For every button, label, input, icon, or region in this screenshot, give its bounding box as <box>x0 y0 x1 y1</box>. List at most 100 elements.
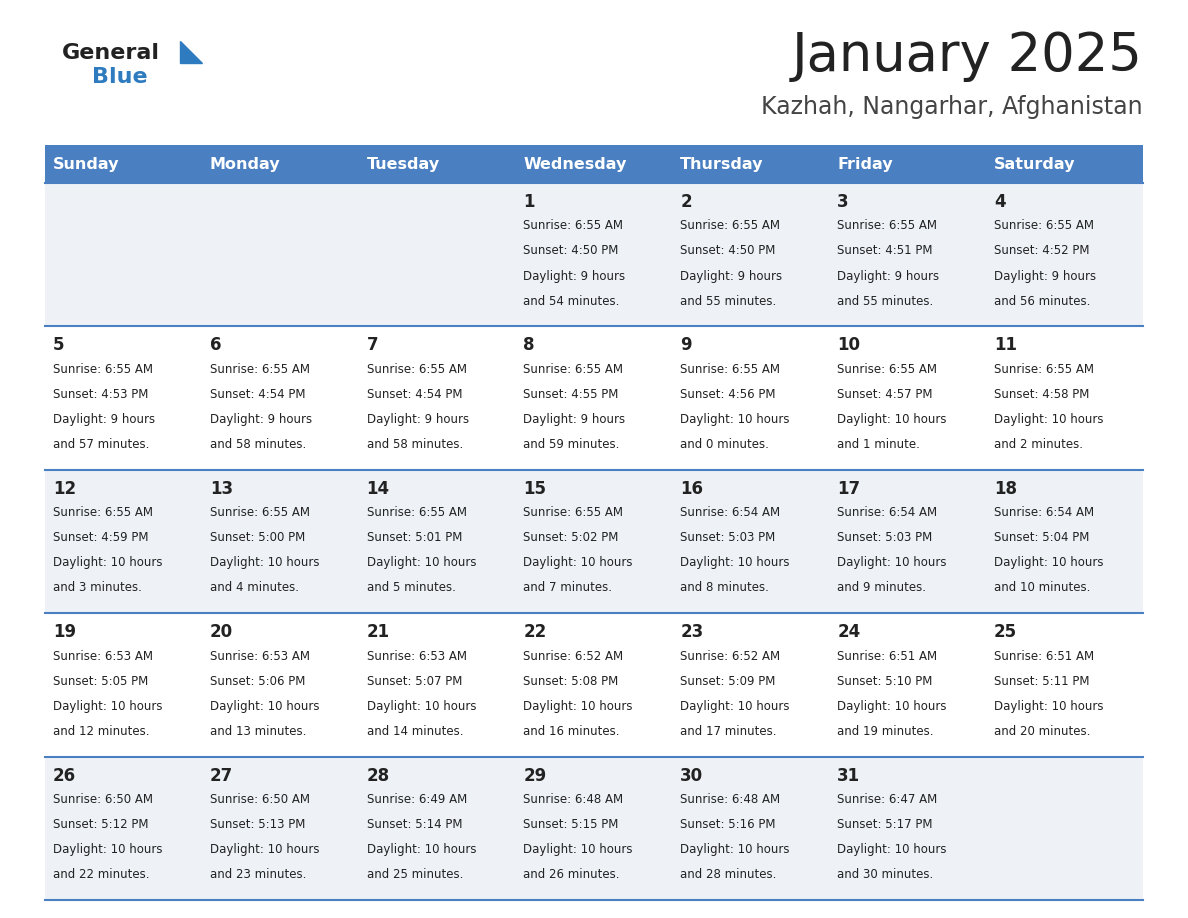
Text: and 12 minutes.: and 12 minutes. <box>52 725 150 738</box>
Text: Sunset: 4:54 PM: Sunset: 4:54 PM <box>367 388 462 401</box>
Text: and 1 minute.: and 1 minute. <box>838 438 920 451</box>
Text: Daylight: 10 hours: Daylight: 10 hours <box>838 413 947 426</box>
Bar <box>829 145 986 183</box>
Text: January 2025: January 2025 <box>792 30 1143 82</box>
Text: Sunset: 5:17 PM: Sunset: 5:17 PM <box>838 818 933 831</box>
Text: and 23 minutes.: and 23 minutes. <box>210 868 307 881</box>
Text: Sunset: 5:09 PM: Sunset: 5:09 PM <box>681 675 776 688</box>
Text: and 5 minutes.: and 5 minutes. <box>367 581 455 595</box>
Bar <box>672 145 829 183</box>
Text: 24: 24 <box>838 623 860 642</box>
Text: and 7 minutes.: and 7 minutes. <box>524 581 613 595</box>
Text: and 4 minutes.: and 4 minutes. <box>210 581 298 595</box>
Text: 30: 30 <box>681 767 703 785</box>
Text: Sunrise: 6:55 AM: Sunrise: 6:55 AM <box>838 363 937 375</box>
Text: Sunset: 5:15 PM: Sunset: 5:15 PM <box>524 818 619 831</box>
Text: Daylight: 10 hours: Daylight: 10 hours <box>524 700 633 712</box>
Text: and 30 minutes.: and 30 minutes. <box>838 868 934 881</box>
Text: and 17 minutes.: and 17 minutes. <box>681 725 777 738</box>
Text: Sunrise: 6:53 AM: Sunrise: 6:53 AM <box>52 650 153 663</box>
Text: Daylight: 10 hours: Daylight: 10 hours <box>681 413 790 426</box>
Text: Sunset: 4:53 PM: Sunset: 4:53 PM <box>52 388 148 401</box>
Text: Daylight: 10 hours: Daylight: 10 hours <box>367 700 476 712</box>
Text: and 22 minutes.: and 22 minutes. <box>52 868 150 881</box>
Text: Sunrise: 6:55 AM: Sunrise: 6:55 AM <box>210 506 310 520</box>
Text: Sunset: 4:56 PM: Sunset: 4:56 PM <box>681 388 776 401</box>
Text: and 55 minutes.: and 55 minutes. <box>681 295 777 308</box>
Text: Sunset: 5:07 PM: Sunset: 5:07 PM <box>367 675 462 688</box>
Text: Sunset: 5:08 PM: Sunset: 5:08 PM <box>524 675 619 688</box>
Bar <box>516 145 672 183</box>
Text: Daylight: 10 hours: Daylight: 10 hours <box>52 700 163 712</box>
Text: 13: 13 <box>210 480 233 498</box>
Text: and 2 minutes.: and 2 minutes. <box>994 438 1083 451</box>
Text: Sunset: 5:03 PM: Sunset: 5:03 PM <box>838 532 933 544</box>
Text: Sunrise: 6:52 AM: Sunrise: 6:52 AM <box>681 650 781 663</box>
Text: and 54 minutes.: and 54 minutes. <box>524 295 620 308</box>
Bar <box>45 613 1143 756</box>
Text: Daylight: 10 hours: Daylight: 10 hours <box>994 556 1104 569</box>
Text: 26: 26 <box>52 767 76 785</box>
Text: Daylight: 9 hours: Daylight: 9 hours <box>367 413 469 426</box>
Text: Sunset: 5:03 PM: Sunset: 5:03 PM <box>681 532 776 544</box>
Text: Sunset: 5:04 PM: Sunset: 5:04 PM <box>994 532 1089 544</box>
Text: 11: 11 <box>994 336 1017 354</box>
Text: 22: 22 <box>524 623 546 642</box>
Text: Sunset: 4:59 PM: Sunset: 4:59 PM <box>52 532 148 544</box>
Text: Sunrise: 6:49 AM: Sunrise: 6:49 AM <box>367 793 467 806</box>
Text: 21: 21 <box>367 623 390 642</box>
Text: Wednesday: Wednesday <box>524 156 627 172</box>
Text: Daylight: 9 hours: Daylight: 9 hours <box>681 270 783 283</box>
Text: and 25 minutes.: and 25 minutes. <box>367 868 463 881</box>
Text: Sunrise: 6:55 AM: Sunrise: 6:55 AM <box>367 363 467 375</box>
Text: Sunrise: 6:50 AM: Sunrise: 6:50 AM <box>210 793 310 806</box>
Text: Sunrise: 6:55 AM: Sunrise: 6:55 AM <box>994 219 1094 232</box>
Text: 16: 16 <box>681 480 703 498</box>
Bar <box>45 145 202 183</box>
Text: and 26 minutes.: and 26 minutes. <box>524 868 620 881</box>
Text: Sunset: 4:54 PM: Sunset: 4:54 PM <box>210 388 305 401</box>
Text: Sunset: 4:50 PM: Sunset: 4:50 PM <box>524 244 619 257</box>
Text: Daylight: 10 hours: Daylight: 10 hours <box>52 843 163 856</box>
Text: and 14 minutes.: and 14 minutes. <box>367 725 463 738</box>
Text: Sunset: 5:14 PM: Sunset: 5:14 PM <box>367 818 462 831</box>
Text: Sunrise: 6:48 AM: Sunrise: 6:48 AM <box>524 793 624 806</box>
Text: 20: 20 <box>210 623 233 642</box>
Text: 3: 3 <box>838 193 848 211</box>
Text: and 13 minutes.: and 13 minutes. <box>210 725 307 738</box>
Text: Sunset: 5:02 PM: Sunset: 5:02 PM <box>524 532 619 544</box>
Text: 23: 23 <box>681 623 703 642</box>
Text: Sunrise: 6:53 AM: Sunrise: 6:53 AM <box>367 650 467 663</box>
Bar <box>45 183 1143 327</box>
Text: Daylight: 10 hours: Daylight: 10 hours <box>524 843 633 856</box>
Text: 7: 7 <box>367 336 378 354</box>
Text: Sunset: 5:12 PM: Sunset: 5:12 PM <box>52 818 148 831</box>
Text: 14: 14 <box>367 480 390 498</box>
Text: 19: 19 <box>52 623 76 642</box>
Text: Sunrise: 6:50 AM: Sunrise: 6:50 AM <box>52 793 153 806</box>
Text: Daylight: 9 hours: Daylight: 9 hours <box>994 270 1097 283</box>
Text: Daylight: 10 hours: Daylight: 10 hours <box>838 556 947 569</box>
Bar <box>202 145 359 183</box>
Text: 31: 31 <box>838 767 860 785</box>
Text: 2: 2 <box>681 193 691 211</box>
Text: 12: 12 <box>52 480 76 498</box>
Text: Daylight: 10 hours: Daylight: 10 hours <box>210 700 320 712</box>
Text: Sunset: 4:57 PM: Sunset: 4:57 PM <box>838 388 933 401</box>
Text: Daylight: 10 hours: Daylight: 10 hours <box>210 843 320 856</box>
Text: Sunrise: 6:55 AM: Sunrise: 6:55 AM <box>210 363 310 375</box>
Text: Daylight: 10 hours: Daylight: 10 hours <box>524 556 633 569</box>
Text: Sunset: 5:00 PM: Sunset: 5:00 PM <box>210 532 305 544</box>
Text: and 56 minutes.: and 56 minutes. <box>994 295 1091 308</box>
Text: 18: 18 <box>994 480 1017 498</box>
Text: Blue: Blue <box>91 67 147 87</box>
Bar <box>986 145 1143 183</box>
Text: Sunrise: 6:54 AM: Sunrise: 6:54 AM <box>681 506 781 520</box>
Text: Sunrise: 6:53 AM: Sunrise: 6:53 AM <box>210 650 310 663</box>
Text: Daylight: 10 hours: Daylight: 10 hours <box>838 700 947 712</box>
Text: 4: 4 <box>994 193 1005 211</box>
Text: Sunrise: 6:55 AM: Sunrise: 6:55 AM <box>524 506 624 520</box>
Text: Daylight: 10 hours: Daylight: 10 hours <box>681 700 790 712</box>
Text: Sunrise: 6:51 AM: Sunrise: 6:51 AM <box>838 650 937 663</box>
Text: Tuesday: Tuesday <box>367 156 440 172</box>
